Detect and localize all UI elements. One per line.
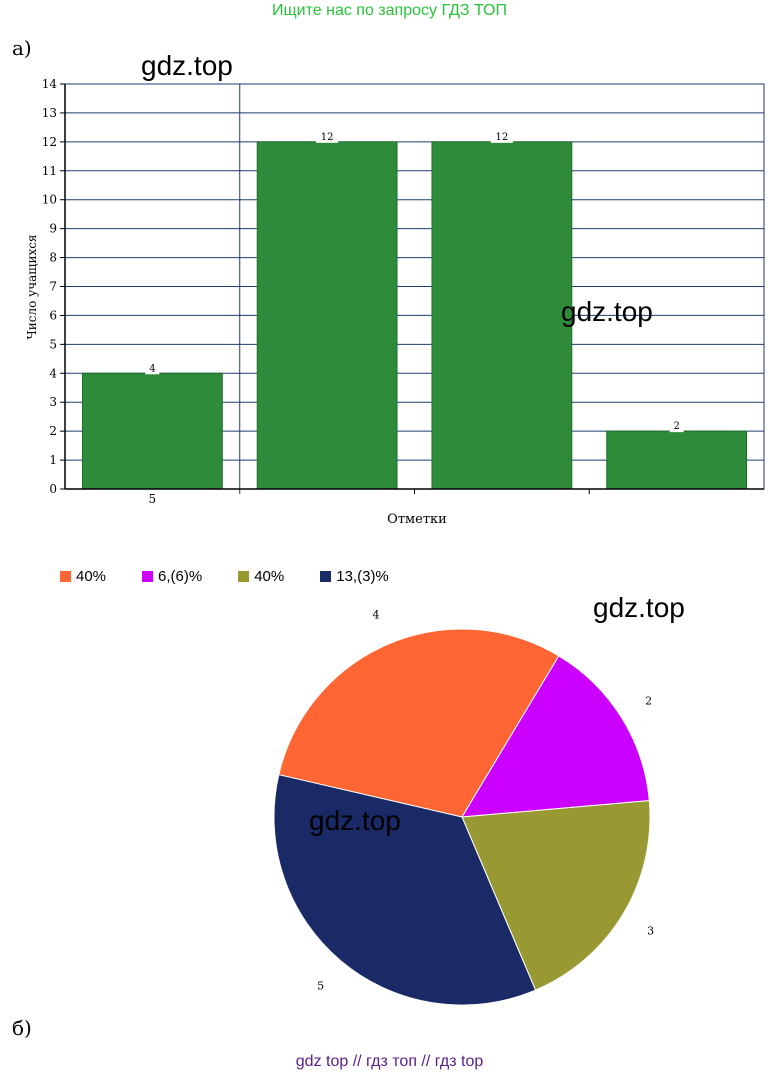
y-tick-label: 11 bbox=[42, 164, 57, 178]
part-a-label: а) bbox=[12, 36, 32, 60]
y-tick-label: 2 bbox=[49, 424, 57, 438]
legend-swatch bbox=[60, 571, 71, 582]
bar bbox=[431, 141, 573, 490]
legend-swatch bbox=[238, 571, 250, 582]
legend-label: 40% bbox=[76, 568, 107, 585]
legend-item: 13,(3)% bbox=[320, 568, 389, 585]
watermark: gdz.top bbox=[309, 805, 401, 836]
y-tick-label: 3 bbox=[49, 395, 57, 409]
y-tick-label: 5 bbox=[49, 337, 57, 351]
legend-label: 6,(6)% bbox=[158, 568, 203, 585]
y-tick-label: 4 bbox=[49, 366, 57, 380]
y-tick-label: 14 bbox=[42, 77, 58, 91]
y-tick-label: 13 bbox=[42, 106, 57, 120]
y-tick-label: 9 bbox=[49, 222, 57, 236]
legend-label: 40% bbox=[254, 568, 285, 585]
y-tick-label: 1 bbox=[49, 453, 57, 467]
slice-label: 5 bbox=[317, 980, 324, 993]
x-tick-label: 5 bbox=[149, 492, 157, 506]
legend-item: 40% bbox=[238, 568, 284, 585]
slice-label: 2 bbox=[645, 694, 652, 707]
search-banner[interactable]: Ищите нас по запросу ГДЗ ТОП bbox=[272, 2, 507, 19]
bar-chart-x-label: Отметки bbox=[387, 512, 447, 527]
footer-links[interactable]: gdz top // гдз топ // гдз top bbox=[295, 1053, 484, 1070]
data-label-background bbox=[669, 420, 684, 433]
bar bbox=[256, 141, 398, 490]
data-label: 12 bbox=[321, 132, 334, 143]
pie-chart-slices: 4 2 3 5 bbox=[273, 609, 654, 1006]
bar-chart-y-label: Число учащихся bbox=[25, 234, 39, 339]
y-tick-label: 8 bbox=[49, 251, 57, 265]
data-label: 4 bbox=[149, 363, 155, 374]
watermark: gdz.top bbox=[593, 592, 685, 623]
legend-swatch bbox=[320, 571, 332, 582]
legend-item: 6,(6)% bbox=[142, 568, 202, 585]
y-tick-label: 12 bbox=[42, 135, 57, 149]
data-label: 2 bbox=[673, 421, 679, 432]
y-tick-label: 6 bbox=[49, 308, 57, 322]
y-tick-label: 10 bbox=[42, 193, 57, 207]
pie-slice bbox=[461, 655, 650, 818]
data-label-background bbox=[145, 362, 160, 375]
y-tick-label: 7 bbox=[49, 280, 57, 294]
data-label: 12 bbox=[496, 132, 509, 143]
watermark: gdz.top bbox=[141, 50, 233, 81]
pie-legend: 40% 6,(6)% 40% 13,(3)% bbox=[60, 568, 425, 585]
slice-label: 4 bbox=[373, 609, 380, 622]
slice-label: 3 bbox=[647, 924, 654, 937]
bar bbox=[81, 372, 223, 490]
pie-slice bbox=[278, 628, 560, 818]
bar bbox=[606, 430, 748, 490]
legend-label: 13,(3)% bbox=[336, 568, 389, 585]
y-tick-label: 0 bbox=[49, 482, 57, 496]
watermark: gdz.top bbox=[561, 296, 653, 327]
bar-chart-bars: 4 12 12 2 bbox=[81, 130, 748, 490]
legend-item: 40% bbox=[60, 568, 106, 585]
pie-slice bbox=[461, 800, 651, 991]
pie-slice bbox=[273, 774, 537, 1006]
data-label-background bbox=[316, 130, 339, 143]
pie-chart: 4 2 3 5 bbox=[273, 609, 654, 1006]
data-label-background bbox=[490, 130, 513, 143]
legend-swatch bbox=[142, 571, 154, 582]
part-b-label: б) bbox=[12, 1016, 32, 1040]
